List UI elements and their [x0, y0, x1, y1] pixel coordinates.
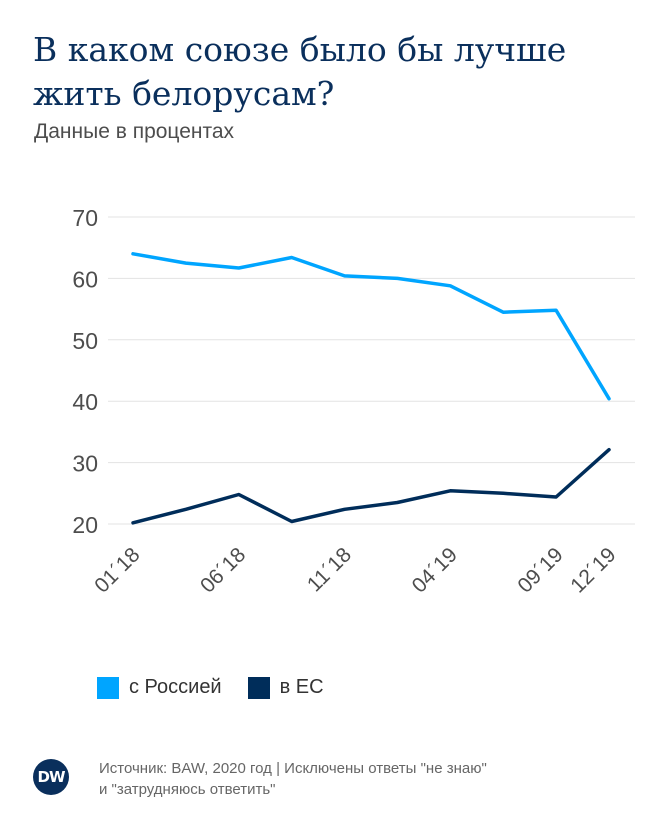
x-tick-label: 11´18 — [303, 543, 356, 596]
legend-swatch-eu — [247, 676, 270, 699]
legend-label-russia: с Россией — [129, 676, 222, 698]
x-tick-label: 09´19 — [513, 543, 567, 597]
y-tick-label: 70 — [72, 205, 98, 231]
x-tick-label: 12´19 — [566, 543, 620, 597]
x-tick-label: 01´18 — [90, 543, 144, 597]
chart-subtitle: Данные в процентах — [34, 120, 235, 143]
legend-label-eu: в ЕС — [279, 676, 324, 698]
x-tick-label: 06´18 — [196, 543, 250, 597]
chart-title: В каком союзе было бы лучше жить белорус… — [33, 30, 567, 113]
y-tick-label: 60 — [72, 266, 98, 292]
y-tick-label: 30 — [72, 451, 98, 477]
x-tick-label: 04´19 — [408, 543, 462, 597]
legend-item-eu: в ЕС — [247, 676, 324, 699]
y-tick-label: 50 — [72, 328, 98, 354]
source-line-1: Источник: BAW, 2020 год | Исключены отве… — [99, 760, 487, 777]
series-line-russia — [131, 252, 611, 401]
series-line-eu — [131, 447, 611, 525]
footer: DW Источник: BAW, 2020 год | Исключены о… — [33, 758, 487, 800]
dw-logo-icon: DW — [33, 759, 69, 795]
y-tick-label: 20 — [72, 512, 98, 538]
source-line-2: и "затрудняюсь ответить" — [99, 781, 276, 798]
legend-swatch-russia — [97, 676, 119, 699]
chart-legend: с Россией в ЕС — [97, 676, 350, 699]
y-tick-label: 40 — [72, 389, 98, 415]
source-note: Источник: BAW, 2020 год | Исключены отве… — [99, 758, 487, 800]
legend-item-russia: с Россией — [97, 676, 222, 699]
